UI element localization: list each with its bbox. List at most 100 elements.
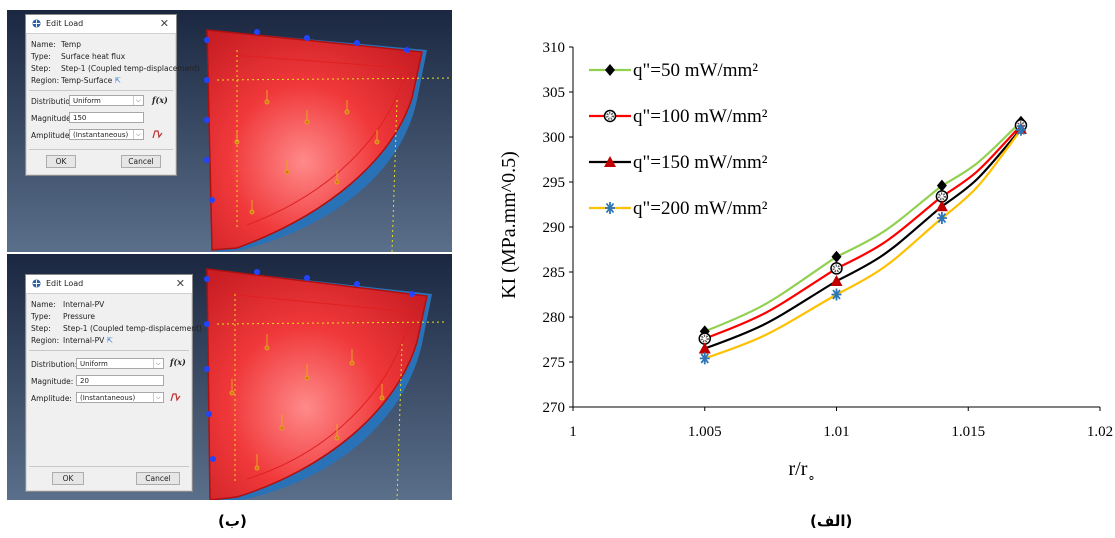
fx-button[interactable]: f(x) [170, 357, 186, 367]
y-tick-label: 290 [543, 220, 566, 236]
legend-item: q"=150 mW/mm² [589, 152, 768, 173]
magnitude-label: Magnitude: [31, 114, 74, 123]
x-tick-label: 1 [569, 424, 577, 440]
magnitude-input[interactable]: 20 [76, 375, 164, 386]
legend-label: q"=50 mW/mm² [633, 60, 758, 81]
name-value: Internal-PV [63, 300, 105, 309]
region-label: Region: [31, 336, 60, 345]
y-tick-label: 300 [543, 130, 566, 146]
data-point-hatch [700, 334, 709, 343]
divider [29, 466, 189, 467]
divider [29, 90, 173, 91]
y-tick-label: 295 [543, 175, 566, 191]
abaqus-icon [32, 19, 41, 28]
legend-item: q"=200 mW/mm² [589, 198, 768, 219]
data-point [1015, 123, 1026, 136]
data-point [698, 342, 711, 354]
data-point [830, 275, 843, 286]
close-icon[interactable]: ✕ [159, 17, 169, 30]
amplitude-select[interactable]: (Instantaneous) [69, 129, 144, 140]
type-label: Type: [31, 52, 51, 61]
distribution-select[interactable]: Uniform [76, 358, 164, 369]
y-tick-label: 275 [543, 355, 566, 371]
caption-right: (الف) [810, 512, 853, 530]
chevron-down-icon[interactable]: ⌵ [156, 360, 161, 367]
region-value: Temp-Surface [61, 76, 113, 85]
ok-button[interactable]: OK [52, 472, 84, 485]
caption-left: (ب) [218, 512, 247, 530]
chart-series [698, 115, 1028, 365]
data-point [936, 179, 947, 192]
dialog-titlebar[interactable]: Edit Load ✕ [26, 15, 176, 34]
name-label: Name: [31, 300, 56, 309]
ki-chart: 270 275 280 285 290 295 300 305 310 1 1.005 1.01 1.0… [498, 40, 1113, 485]
y-tick-label: 270 [543, 400, 566, 416]
legend-item: q"=100 mW/mm² [589, 106, 768, 127]
legend-label: q"=100 mW/mm² [633, 106, 768, 127]
type-value: Pressure [63, 312, 96, 321]
distribution-label: Distribution: [31, 360, 78, 369]
step-label: Step: [31, 324, 51, 333]
type-label: Type: [31, 312, 51, 321]
abaqus-icon [32, 279, 41, 288]
step-label: Step: [31, 64, 51, 73]
y-axis-label: KI (MPa.mm^0.5) [498, 151, 520, 299]
region-row: Region: Internal-PV ⇱ [31, 336, 113, 345]
simulation-panel-bottom: Edit Load ✕ Name: Internal-PV Type: Pressu… [7, 254, 452, 500]
chevron-down-icon[interactable]: ⌵ [136, 97, 141, 104]
close-icon[interactable]: ✕ [175, 277, 185, 290]
select-region-icon[interactable]: ⇱ [106, 336, 113, 345]
dialog-titlebar[interactable]: Edit Load ✕ [26, 275, 192, 294]
chevron-down-icon[interactable]: ⌵ [136, 131, 141, 138]
type-value: Surface heat flux [61, 52, 126, 61]
series-line [704, 129, 1022, 360]
type-row: Type: Pressure [31, 312, 95, 321]
series-line [704, 124, 1022, 340]
divider [29, 149, 173, 150]
y-tick-label: 310 [543, 40, 566, 56]
legend-label: q"=200 mW/mm² [633, 198, 768, 219]
legend-marker [604, 156, 616, 167]
amplitude-label: Amplitude: [31, 394, 72, 403]
series-line [704, 120, 1022, 333]
distribution-select[interactable]: Uniform [69, 95, 144, 106]
data-point [935, 200, 948, 212]
step-row: Step: Step-1 (Coupled temp-displacement) [31, 64, 200, 73]
chevron-down-icon[interactable]: ⌵ [156, 394, 161, 401]
y-tick-label: 305 [543, 85, 566, 101]
amplitude-create-icon[interactable] [152, 129, 164, 140]
cancel-button[interactable]: Cancel [121, 155, 161, 168]
data-point [936, 212, 947, 224]
x-tick-label: 1.01 [823, 424, 849, 440]
y-tick-label: 280 [543, 310, 566, 326]
legend-marker [605, 202, 615, 214]
step-row: Step: Step-1 (Coupled temp-displacement) [31, 324, 202, 333]
region-label: Region: [31, 76, 60, 85]
series-4 [699, 123, 1026, 365]
fx-button[interactable]: f(x) [152, 95, 168, 105]
amplitude-select[interactable]: (Instantaneous) [76, 392, 164, 403]
legend-label: q"=150 mW/mm² [633, 152, 768, 173]
magnitude-input[interactable]: 150 [69, 112, 144, 123]
dialog-title: Edit Load [46, 19, 84, 28]
amplitude-label: Amplitude: [31, 131, 72, 140]
x-tick-label: 1.005 [688, 424, 722, 440]
x-tick-label: 1.015 [951, 424, 985, 440]
data-point [831, 288, 842, 301]
x-axis-label: r/r∘ [788, 458, 815, 485]
legend-item: q"=50 mW/mm² [589, 60, 758, 81]
series-1 [699, 115, 1026, 338]
region-row: Region: Temp-Surface ⇱ [31, 76, 121, 85]
step-value: Step-1 (Coupled temp-displacement) [61, 64, 200, 73]
data-point-hatch [937, 192, 946, 201]
divider [29, 350, 189, 351]
cancel-button[interactable]: Cancel [136, 472, 180, 485]
legend-marker-hatch [605, 111, 615, 121]
chart-legend: q"=50 mW/mm² q"=100 mW/mm² q"=150 mW/mm² q"… [589, 60, 768, 219]
amplitude-create-icon[interactable] [170, 392, 182, 403]
step-value: Step-1 (Coupled temp-displacement) [63, 324, 202, 333]
select-region-icon[interactable]: ⇱ [114, 76, 121, 85]
name-row: Name: Internal-PV [31, 300, 104, 309]
ok-button[interactable]: OK [46, 155, 76, 168]
distribution-label: Distribution: [31, 97, 78, 106]
